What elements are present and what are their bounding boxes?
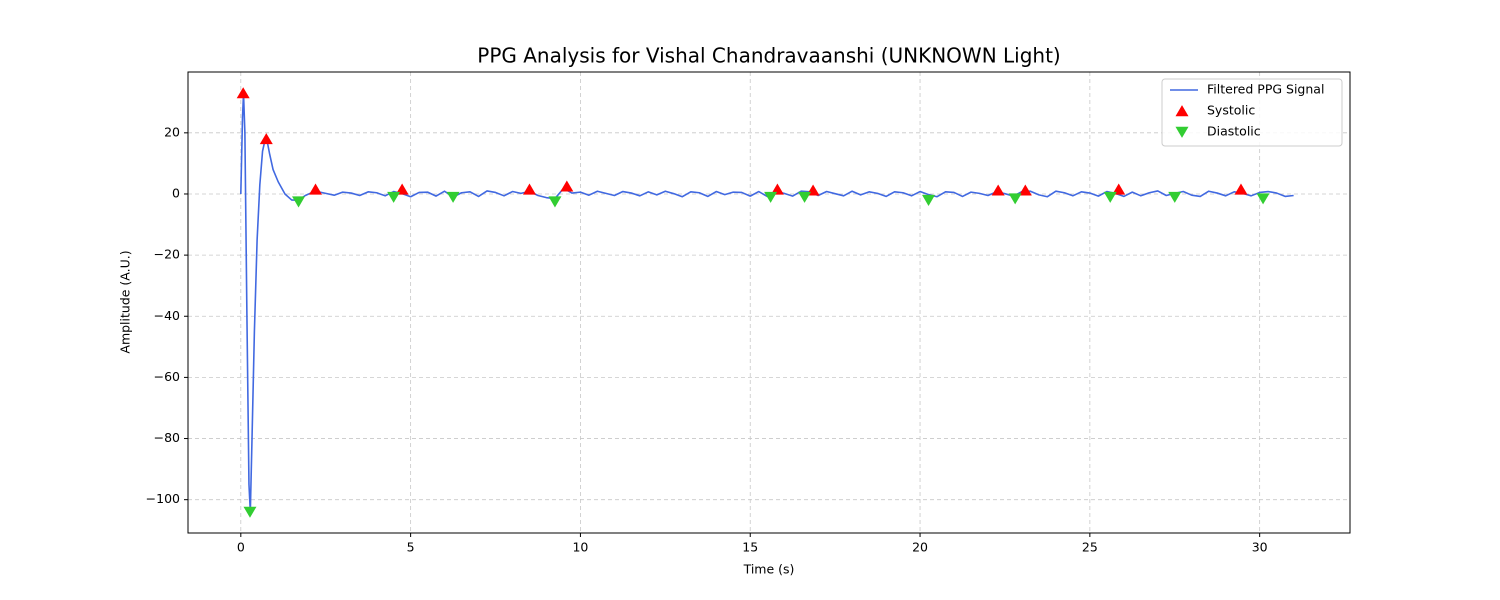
plot-area [236, 87, 1294, 518]
peak-marker [991, 184, 1005, 196]
legend-label: Systolic [1207, 103, 1255, 118]
peak-marker [446, 191, 460, 203]
peak-marker [1103, 191, 1117, 203]
peak-marker [1112, 183, 1126, 195]
y-tick-label: −40 [154, 308, 180, 323]
legend-swatch [1175, 105, 1189, 117]
legend-swatch [1175, 126, 1189, 138]
peak-marker [259, 133, 273, 145]
legend: Filtered PPG Signal Systolic Diastolic [1161, 78, 1343, 147]
x-tick-label: 10 [572, 540, 588, 555]
peak-marker [764, 191, 778, 203]
peak-marker [770, 183, 784, 195]
y-tick-label: 20 [164, 124, 180, 139]
peak-marker [1234, 183, 1248, 195]
signal-line [240, 92, 1294, 513]
peak-marker [243, 506, 257, 518]
peak-marker [387, 191, 401, 203]
legend-label: Diastolic [1207, 124, 1261, 139]
y-tick-label: −20 [154, 247, 180, 262]
y-tick-label: −80 [154, 430, 180, 445]
legend-box [1161, 78, 1343, 147]
peak-marker [236, 87, 250, 99]
y-axis-label: Amplitude (A.U.) [118, 250, 133, 353]
peak-marker [560, 180, 574, 192]
peak-marker [1168, 191, 1182, 203]
x-tick-label: 20 [912, 540, 928, 555]
axes-frame [187, 71, 1351, 534]
x-tick-label: 25 [1082, 540, 1098, 555]
legend-label: Filtered PPG Signal [1207, 82, 1324, 97]
peak-marker [292, 196, 306, 208]
y-tick-label: −100 [146, 491, 180, 506]
peak-marker [309, 183, 323, 195]
chart-title: PPG Analysis for Vishal Chandravaanshi (… [477, 44, 1060, 68]
x-tick-label: 0 [237, 540, 245, 555]
peak-marker [395, 183, 409, 195]
peak-marker [522, 183, 536, 195]
peak-marker [922, 194, 936, 206]
peak-marker [1008, 193, 1022, 205]
peak-marker [548, 196, 562, 208]
x-axis-label: Time (s) [743, 562, 795, 577]
x-tick-label: 15 [742, 540, 758, 555]
peak-marker [798, 191, 812, 203]
x-tick-label: 5 [407, 540, 415, 555]
peak-marker [1256, 193, 1270, 205]
peak-marker [1018, 184, 1032, 196]
y-tick-label: −60 [154, 369, 180, 384]
x-tick-label: 30 [1252, 540, 1268, 555]
y-tick-label: 0 [172, 185, 180, 200]
